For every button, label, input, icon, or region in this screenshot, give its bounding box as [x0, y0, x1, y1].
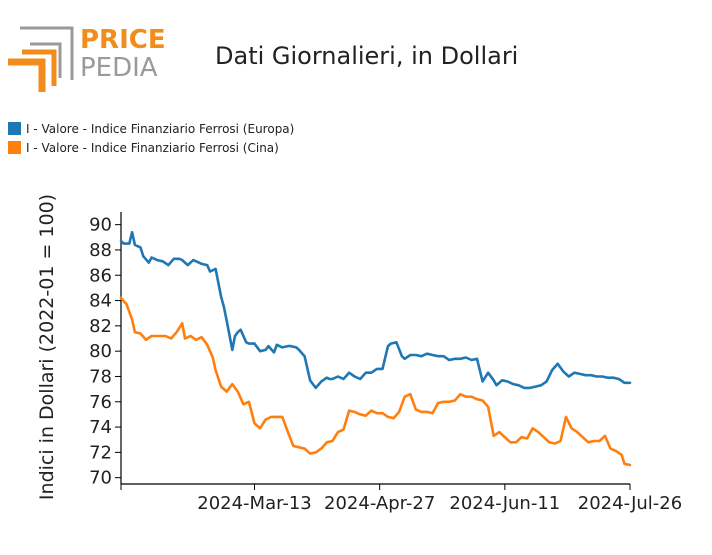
y-tick-label: 78 — [89, 366, 112, 387]
logo-text-price: PRICE — [80, 25, 166, 55]
y-tick-label: 90 — [89, 215, 112, 236]
y-tick-label: 70 — [89, 468, 112, 489]
x-axis: 2024-Mar-13 2024-Apr-27 2024-Jun-11 2024-Ju… — [120, 483, 682, 514]
y-tick-label: 88 — [89, 240, 112, 261]
legend-entry-europa[interactable]: I - Valore - Indice Finanziario Ferrosi … — [8, 119, 294, 138]
legend-label-europa: I - Valore - Indice Finanziario Ferrosi … — [26, 121, 295, 136]
legend-label-cina: I - Valore - Indice Finanziario Ferrosi … — [26, 140, 279, 155]
chart-legend: I - Valore - Indice Finanziario Ferrosi … — [8, 119, 294, 157]
legend-swatch-europa — [8, 122, 21, 135]
y-tick-label: 76 — [89, 392, 112, 413]
y-tick-label: 72 — [89, 442, 112, 463]
pricepedia-logo: PRICE PEDIA — [8, 25, 166, 92]
y-tick-label: 80 — [89, 341, 112, 362]
y-tick-label: 74 — [89, 417, 112, 438]
x-tick-label: 2024-Mar-13 — [197, 493, 312, 514]
y-tick-label: 82 — [89, 316, 112, 337]
logo-text-pedia: PEDIA — [80, 53, 158, 83]
series-line-europa — [119, 230, 632, 390]
y-axis: 70 72 74 76 78 80 82 84 86 88 90 — [89, 212, 122, 489]
y-tick-label: 86 — [89, 265, 112, 286]
legend-entry-cina[interactable]: I - Valore - Indice Finanziario Ferrosi … — [8, 138, 294, 157]
logo-mark — [8, 26, 74, 92]
x-tick-label: 2024-Jul-26 — [578, 493, 682, 514]
chart-title: Dati Giornalieri, in Dollari — [215, 42, 519, 70]
legend-swatch-cina — [8, 141, 21, 154]
series-line-cina — [119, 296, 632, 467]
y-tick-label: 84 — [89, 291, 112, 312]
series-layer — [119, 230, 632, 467]
y-axis-label: Indici in Dollari (2022-01 = 100) — [36, 194, 58, 500]
x-tick-label: 2024-Jun-11 — [449, 493, 560, 514]
x-tick-label: 2024-Apr-27 — [324, 493, 435, 514]
